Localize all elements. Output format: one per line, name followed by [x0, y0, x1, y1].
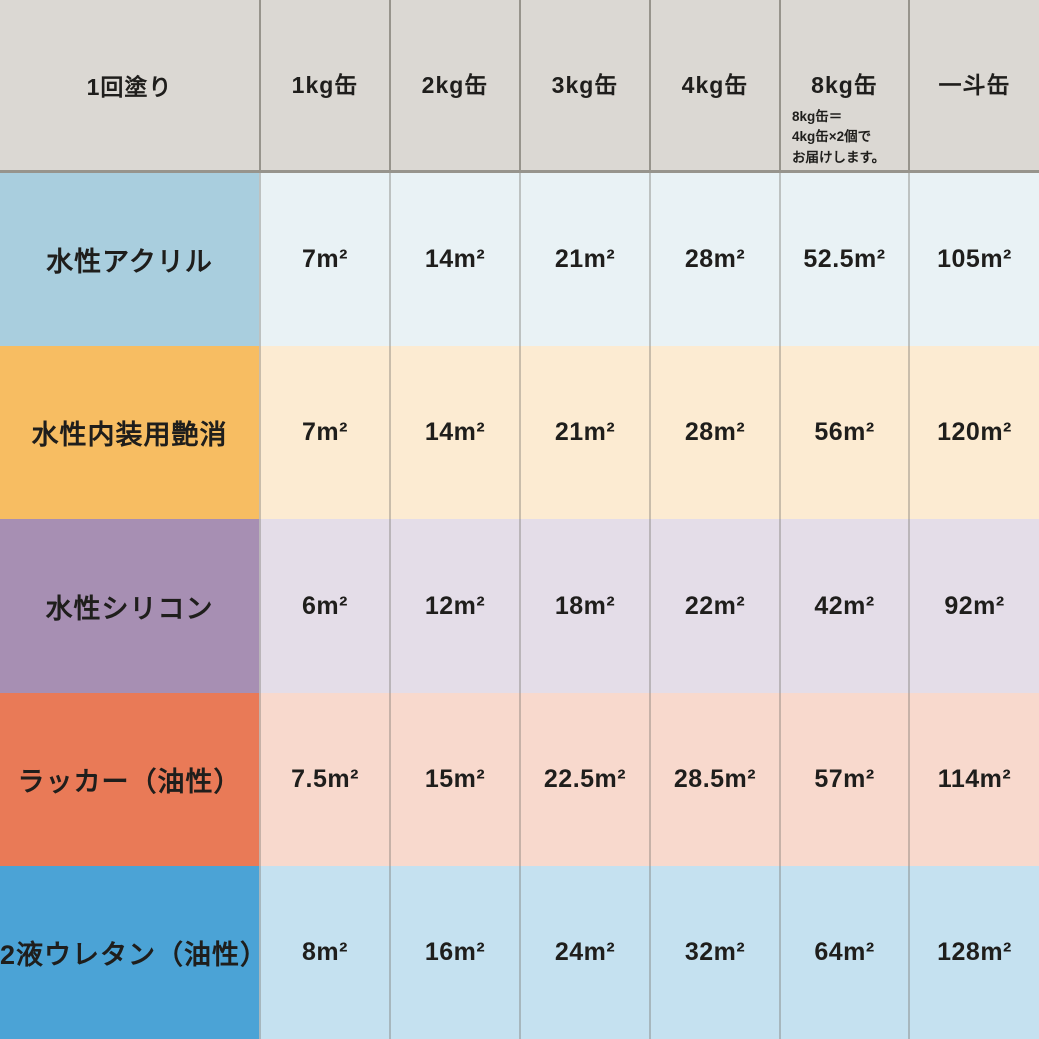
- coverage-cell: 114m²: [908, 692, 1039, 866]
- col-header-label: 3kg缶: [551, 71, 619, 98]
- coverage-cell: 32m²: [649, 865, 779, 1039]
- row-water-interior-matte: 水性内装用艶消 7m² 14m² 21m² 28m² 56m² 120m²: [0, 346, 1039, 520]
- coverage-cell: 8m²: [259, 865, 389, 1039]
- coverage-cell: 120m²: [908, 346, 1039, 520]
- coverage-cell: 64m²: [779, 865, 908, 1039]
- col-header-2kg-can: 2kg缶: [389, 0, 519, 170]
- col-header-8kg-can: 8kg缶 8kg缶＝ 4kg缶×2個で お届けします。: [779, 0, 908, 170]
- col-header-4kg-can: 4kg缶: [649, 0, 779, 170]
- coverage-cell: 14m²: [389, 173, 519, 347]
- col-header-8kg-note: 8kg缶＝ 4kg缶×2個で お届けします。: [792, 109, 886, 165]
- row-water-silicone: 水性シリコン 6m² 12m² 18m² 22m² 42m² 92m²: [0, 519, 1039, 693]
- col-header-label: 1kg缶: [291, 71, 359, 98]
- row-label-water-silicone: 水性シリコン: [0, 519, 259, 693]
- col-header-label: 8kg缶: [811, 71, 878, 98]
- coverage-cell: 28m²: [649, 173, 779, 347]
- coverage-cell: 92m²: [908, 519, 1039, 693]
- col-header-itto-can: 一斗缶: [908, 0, 1039, 170]
- col-header-3kg-can: 3kg缶: [519, 0, 649, 170]
- col-header-label: 2kg缶: [421, 71, 489, 98]
- coverage-cell: 24m²: [519, 865, 649, 1039]
- coverage-cell: 21m²: [519, 346, 649, 520]
- coverage-cell: 16m²: [389, 865, 519, 1039]
- coverage-cell: 57m²: [779, 692, 908, 866]
- row-label-water-interior-matte: 水性内装用艶消: [0, 346, 259, 520]
- coverage-cell: 22.5m²: [519, 692, 649, 866]
- row-label-lacquer-oil: ラッカー（油性）: [0, 692, 259, 866]
- coverage-cell: 56m²: [779, 346, 908, 520]
- coverage-cell: 21m²: [519, 173, 649, 347]
- row-label-urethane-2k-oil: 2液ウレタン（油性）: [0, 865, 267, 1039]
- coverage-cell: 128m²: [908, 865, 1039, 1039]
- coverage-cell: 7m²: [259, 346, 389, 520]
- coverage-cell: 6m²: [259, 519, 389, 693]
- row-label-water-acrylic: 水性アクリル: [0, 173, 259, 347]
- coverage-cell: 7m²: [259, 173, 389, 347]
- coverage-cell: 42m²: [779, 519, 908, 693]
- corner-header-cell: 1回塗り: [86, 74, 173, 100]
- coverage-cell: 7.5m²: [259, 692, 389, 866]
- col-header-1kg-can: 1kg缶: [259, 0, 389, 170]
- row-lacquer-oil: ラッカー（油性） 7.5m² 15m² 22.5m² 28.5m² 57m² 1…: [0, 692, 1039, 866]
- coverage-cell: 52.5m²: [779, 173, 908, 347]
- row-urethane-2k-oil: 2液ウレタン（油性） 8m² 16m² 24m² 32m² 64m² 128m²: [0, 865, 1039, 1039]
- col-header-label: 一斗缶: [938, 71, 1011, 98]
- col-header-label: 4kg缶: [681, 71, 749, 98]
- coverage-cell: 12m²: [389, 519, 519, 693]
- coverage-cell: 14m²: [389, 346, 519, 520]
- coverage-cell: 22m²: [649, 519, 779, 693]
- header-row: 1回塗り 1kg缶 2kg缶 3kg缶 4kg缶 8kg缶 8kg缶＝ 4kg缶…: [0, 0, 1039, 173]
- coverage-cell: 105m²: [908, 173, 1039, 347]
- coverage-cell: 28m²: [649, 346, 779, 520]
- coverage-cell: 18m²: [519, 519, 649, 693]
- coverage-cell: 15m²: [389, 692, 519, 866]
- coverage-cell: 28.5m²: [649, 692, 779, 866]
- row-water-acrylic: 水性アクリル 7m² 14m² 21m² 28m² 52.5m² 105m²: [0, 173, 1039, 347]
